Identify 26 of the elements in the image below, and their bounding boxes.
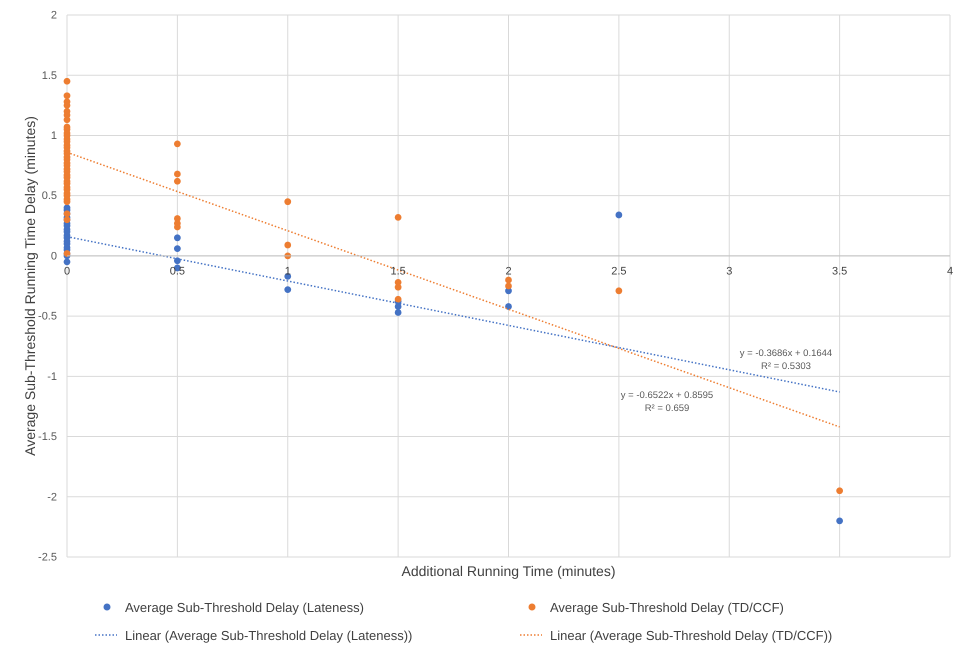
y-tick-label: -0.5 — [38, 310, 57, 323]
x-tick-label: 0 — [64, 266, 70, 278]
x-tick-label: 3 — [726, 266, 732, 278]
y-tick-label: -1 — [47, 370, 57, 383]
legend-label: Average Sub-Threshold Delay (TD/CCF) — [550, 600, 784, 615]
annotation: y = -0.3686x + 0.1644 R² = 0.5303 — [740, 348, 832, 372]
x-tick-label: 2 — [505, 266, 512, 278]
legend-label: Linear (Average Sub-Threshold Delay (TD/CCF)) — [550, 628, 832, 643]
y-tick-label: 0.5 — [42, 190, 57, 202]
x-tick-label: 2.5 — [611, 266, 627, 278]
x-axis-title: Additional Running Time (minutes) — [402, 563, 616, 579]
y-tick-label: -2.5 — [38, 552, 57, 564]
y-tick-label: 0 — [50, 250, 57, 262]
x-tick-label: 0.5 — [170, 266, 186, 278]
y-tick-label: -2 — [47, 491, 57, 504]
annotation: y = -0.6522x + 0.8595 R² = 0.659 — [620, 390, 714, 414]
y-tick-label: 2 — [50, 10, 57, 22]
legend-label: Average Sub-Threshold Delay (Lateness) — [125, 600, 364, 615]
x-tick-label: 4 — [946, 266, 954, 278]
x-tick-label: 3.5 — [832, 266, 848, 278]
y-tick-label: 1 — [50, 130, 57, 142]
y-tick-label: -1.5 — [38, 431, 57, 444]
legend-label: Linear (Average Sub-Threshold Delay (Lateness)) — [125, 628, 412, 643]
x-tick-label: 1.5 — [390, 266, 406, 278]
y-tick-label: 1.5 — [42, 70, 57, 82]
y-axis-title: Average Sub-Threshold Running Time Delay (minutes) — [22, 116, 38, 456]
